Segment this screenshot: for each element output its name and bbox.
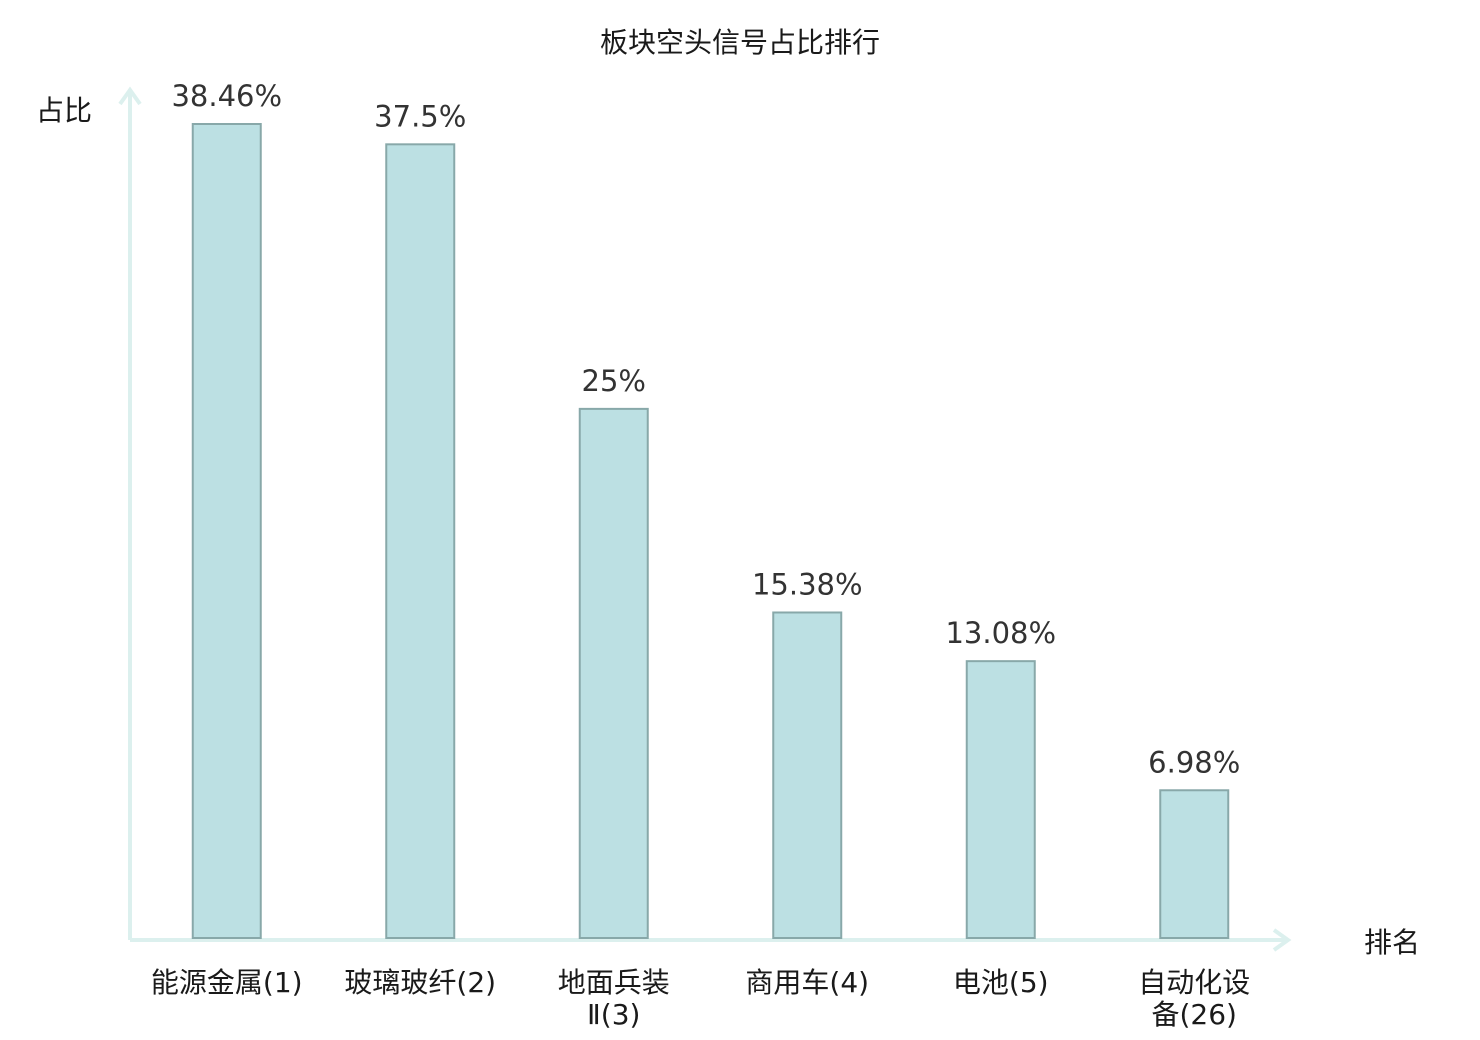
value-label-3: 25% — [582, 364, 646, 398]
bar-3 — [578, 407, 649, 939]
category-label-3-line-2: Ⅱ(3) — [587, 998, 640, 1031]
category-label-6-line-2: 备(26) — [1152, 998, 1237, 1031]
bar-5 — [965, 660, 1036, 939]
value-labels-group: 38.46% 37.5% 25% 15.38% 13.08% 6.98% — [171, 79, 1240, 779]
y-axis-label: 占比 — [36, 94, 92, 127]
bar-4 — [772, 611, 843, 940]
axes — [118, 86, 1292, 952]
value-label-6: 6.98% — [1148, 745, 1240, 779]
chart-title: 板块空头信号占比排行 — [600, 26, 880, 59]
bars-group — [191, 123, 1230, 940]
y-axis-arrow — [118, 86, 142, 106]
value-label-4: 15.38% — [752, 567, 863, 601]
category-label-4: 商用车(4) — [745, 966, 869, 999]
category-label-6-line-1: 自动化设 — [1138, 966, 1250, 999]
bar-6 — [1159, 789, 1230, 939]
bar-2 — [385, 143, 456, 940]
category-label-5: 电池(5) — [953, 966, 1049, 999]
bar-1 — [191, 123, 262, 939]
value-label-1: 38.46% — [171, 79, 282, 113]
x-axis-arrow — [1272, 928, 1292, 952]
value-label-2: 37.5% — [374, 99, 466, 133]
category-label-1: 能源金属(1) — [151, 966, 303, 999]
value-label-5: 13.08% — [945, 616, 1056, 650]
category-label-2: 玻璃玻纤(2) — [344, 966, 496, 999]
x-axis-label: 排名 — [1364, 926, 1420, 959]
category-label-3-line-1: 地面兵装 — [558, 966, 670, 999]
